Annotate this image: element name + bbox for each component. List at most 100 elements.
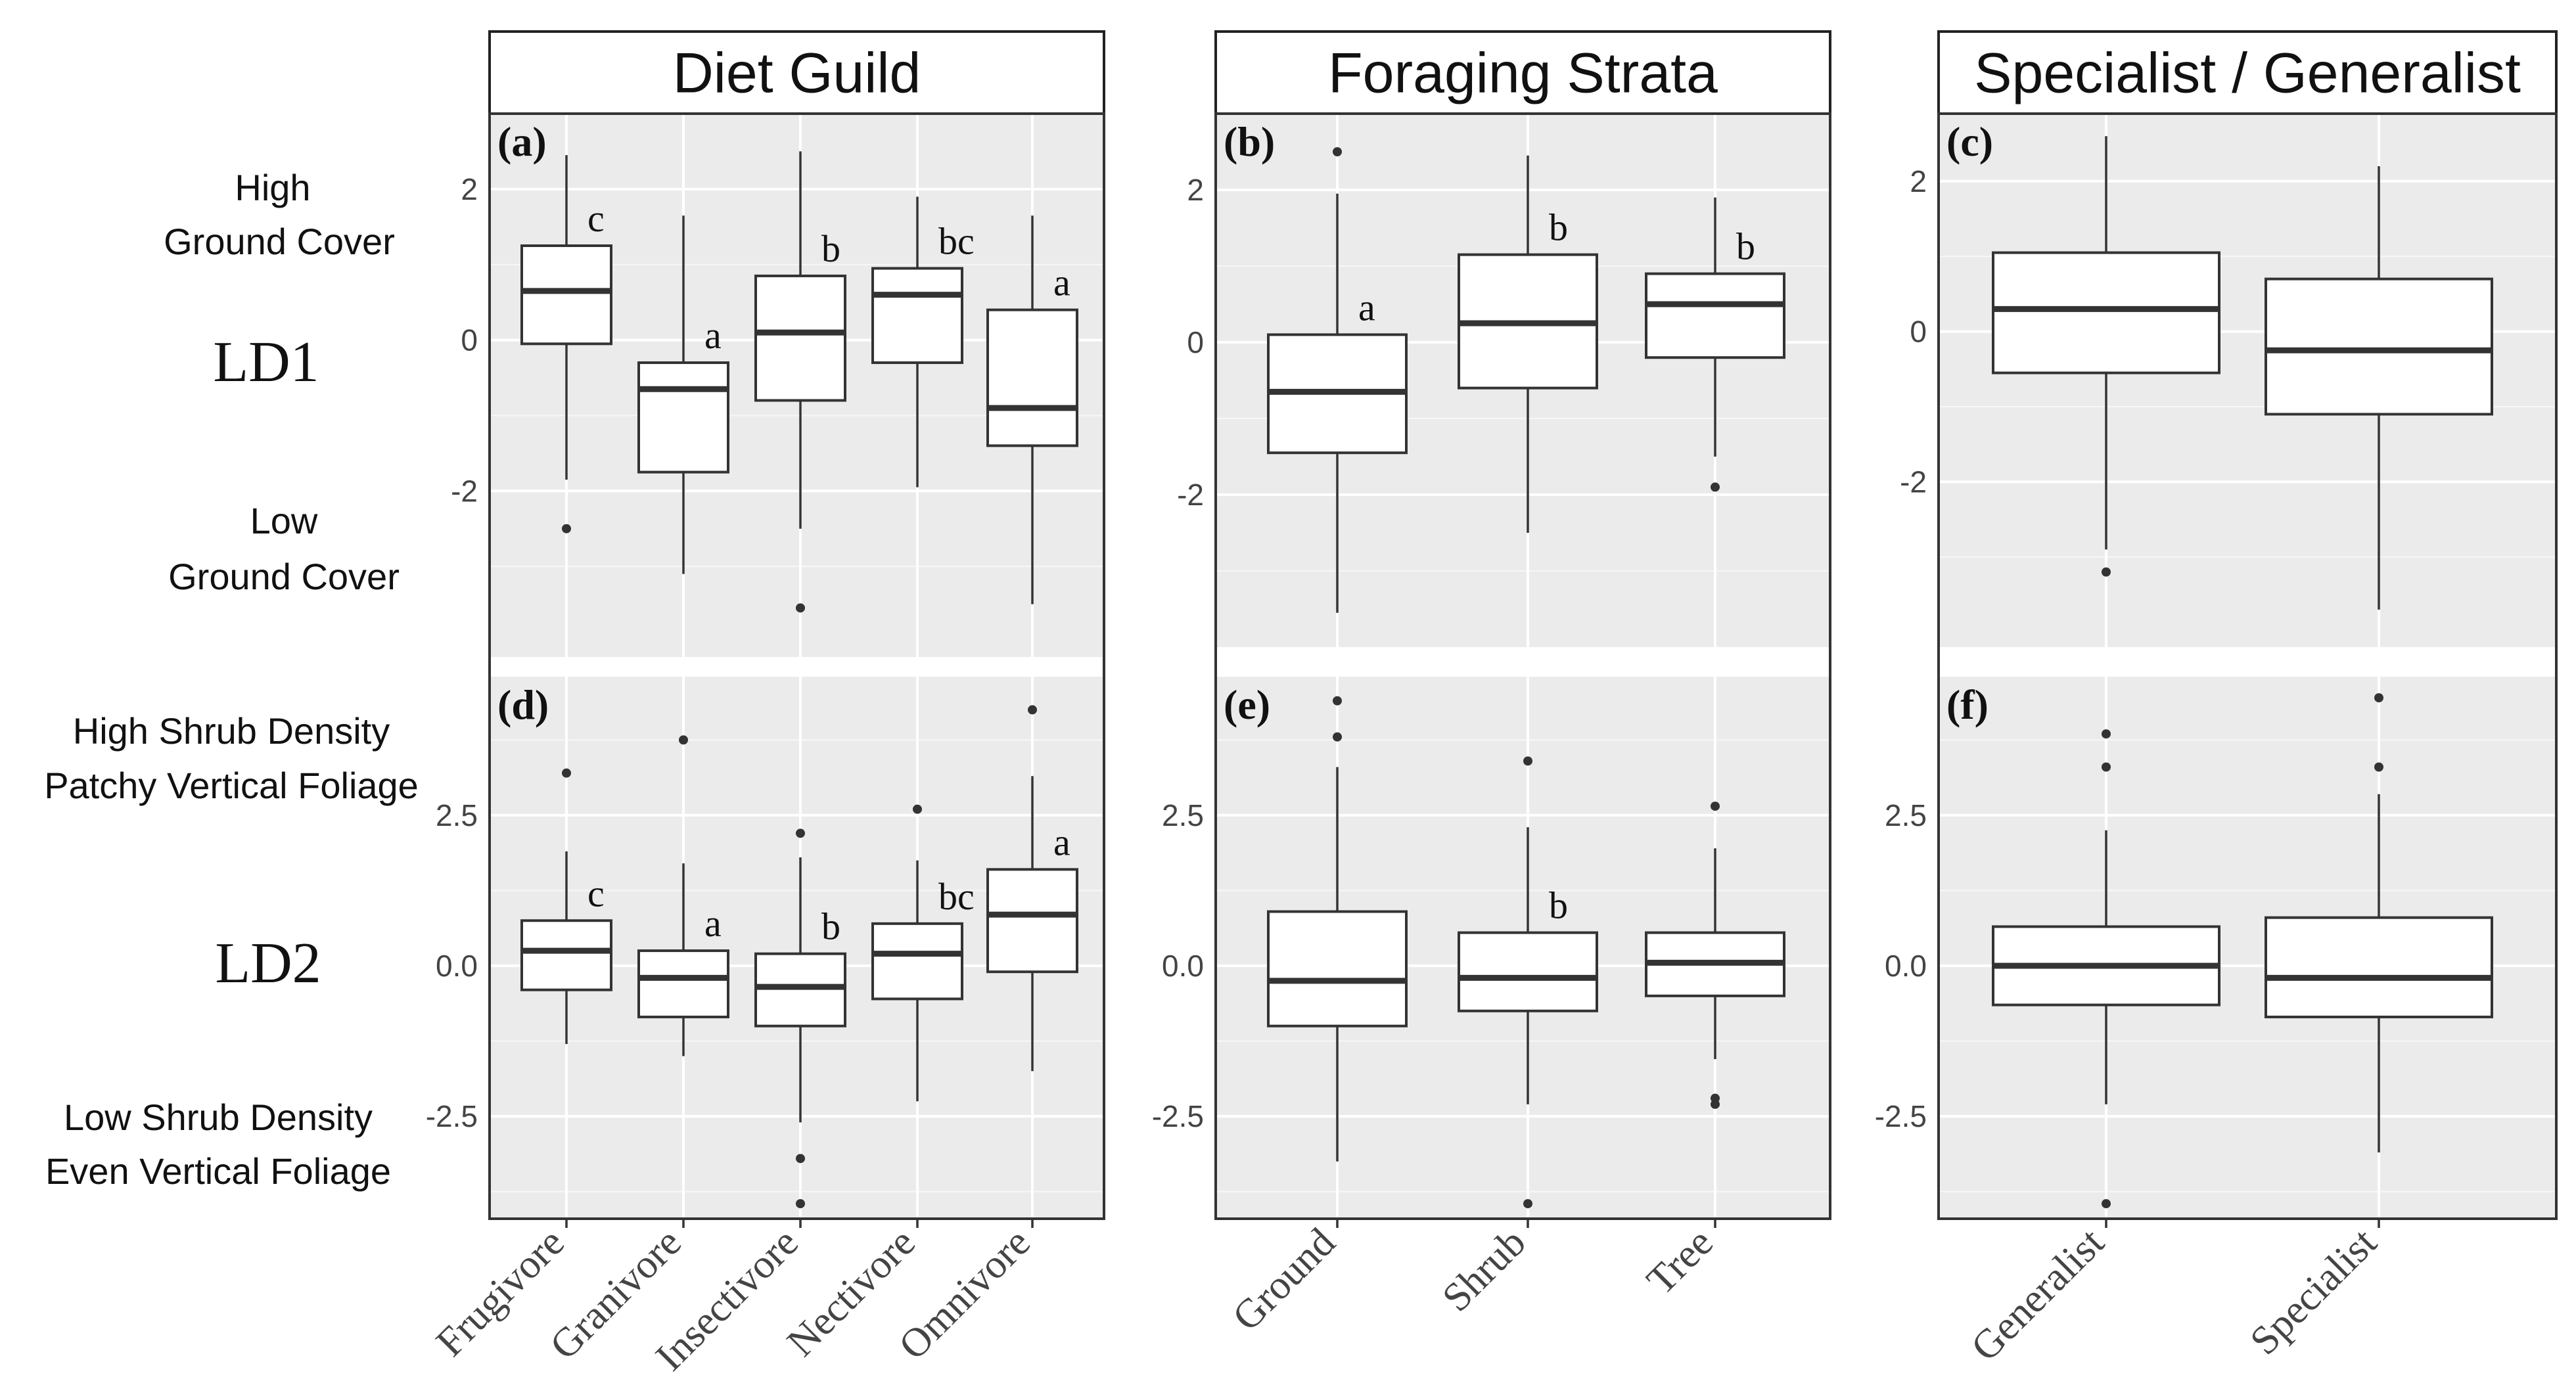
box-nectivore: bc [871,804,975,1102]
x-category-label: Specialist [2242,1220,2385,1364]
y-tick-label: 0 [461,323,478,357]
y-tick-label: -2.5 [1152,1099,1204,1133]
iqr-box [1645,272,1785,359]
outlier-point [2102,762,2111,772]
panel-c: 2 0 -2 (c) [1900,114,2556,647]
iqr-box [986,308,1078,447]
ld2-label: LD2 [215,932,321,995]
panel-label: (b) [1224,118,1275,165]
box-omnivore: a [986,705,1078,1072]
iqr-box [637,361,729,474]
facet-strip [488,30,1105,115]
iqr-box [1267,910,1408,1028]
significance-letter: a [704,902,722,945]
box-granivore: a [637,215,729,574]
iqr-box [871,267,963,365]
iqr-box [2265,916,2493,1018]
panel-label: (e) [1224,681,1270,728]
outlier-point [913,804,922,814]
box-shrub: b [1458,756,1598,1209]
iqr-box [1992,251,2220,374]
outlier-point [1711,482,1720,492]
significance-letter: bc [938,219,975,262]
significance-letter: a [1053,821,1070,863]
box-nectivore: bc [871,196,975,487]
x-category-label: Shrub [1434,1220,1534,1321]
outlier-point [562,524,571,533]
significance-letter: b [821,227,840,270]
x-category-label: Ground [1224,1220,1344,1340]
significance-letter: b [1549,884,1568,927]
outlier-point [1711,1099,1720,1109]
box-generalist [1992,729,2220,1209]
significance-letter: b [1549,206,1568,249]
panel-label: (d) [497,681,549,728]
y-tick-label: 2 [461,172,478,206]
ld1-high-line-2: Ground Cover [164,221,395,262]
panel-e: 2.5 0.0 -2.5 b (e) [1152,677,1830,1219]
panel-d: 2.5 0.0 -2.5 c a b bc a (d) [426,677,1104,1219]
box-ground: a [1267,147,1408,613]
y-tick-label: 0 [1187,325,1204,359]
box-insectivore: b [754,828,846,1209]
ld2-low-line-1: Low Shrub Density [64,1097,373,1138]
box-tree [1645,802,1785,1109]
outlier-point [1523,756,1532,766]
facet-title: Foraging Strata [1328,42,1718,105]
facet-strip [1214,30,1831,115]
significance-letter: b [821,905,840,948]
box-specialist [2265,693,2493,1153]
y-tick-label: 2.5 [1162,798,1204,832]
box-insectivore: b [754,151,846,613]
iqr-box [1458,931,1598,1012]
facet-title: Diet Guild [673,42,921,105]
iqr-box [520,244,612,346]
outlier-point [2102,729,2111,739]
box-tree: b [1645,197,1785,492]
ld1-low-line-2: Ground Cover [168,556,400,597]
box-specialist [2265,166,2493,610]
iqr-box [754,952,846,1028]
box-frugivore: c [520,155,612,533]
y-tick-label: -2 [1177,478,1204,512]
significance-letter: a [1358,286,1375,328]
ld2-low-line-2: Even Vertical Foliage [45,1150,391,1192]
y-tick-label: 0 [1910,315,1927,349]
left-annotations: High Ground Cover LD1 Low Ground Cover H… [44,167,419,1192]
ld1-high-line-1: High [235,167,310,208]
outlier-point [796,828,805,838]
significance-letter: a [1053,261,1070,304]
iqr-box [637,949,729,1018]
y-tick-label: 2.5 [1885,798,1927,832]
y-tick-label: -2 [451,474,478,508]
y-tick-label: 0.0 [436,949,478,983]
significance-letter: c [587,197,605,240]
ld1-label: LD1 [213,330,319,394]
outlier-point [2102,1199,2111,1209]
y-tick-label: 2 [1187,173,1204,207]
iqr-box [871,922,963,1001]
panel-f: 2.5 0.0 -2.5 (f) [1875,677,2556,1219]
box-granivore: a [637,735,729,1056]
facet-strip [1937,30,2558,115]
outlier-point [2374,693,2383,703]
box-omnivore: a [986,215,1078,604]
panel-label: (a) [497,118,547,165]
outlier-point [796,1154,805,1164]
x-category-label: Tree [1638,1220,1722,1303]
box-shrub: b [1458,155,1598,533]
outlier-point [679,735,688,745]
panel-label: (f) [1946,681,1989,728]
facet-frame [488,112,1105,1220]
significance-letter: c [587,872,605,915]
facet-title: Specialist / Generalist [1974,42,2521,105]
outlier-point [1028,705,1037,715]
outlier-point [2374,762,2383,772]
outlier-point [796,603,805,613]
x-category-label: Generalist [1963,1220,2113,1370]
facet-foraging-strata: Foraging Strata 2 0 -2 a b b (b) 2.5 0.0 -2.5 b (e) G… [1152,30,1831,1340]
significance-letter: bc [938,875,975,918]
y-tick-label: 2 [1910,164,1927,198]
ld2-high-line-1: High Shrub Density [73,710,390,752]
